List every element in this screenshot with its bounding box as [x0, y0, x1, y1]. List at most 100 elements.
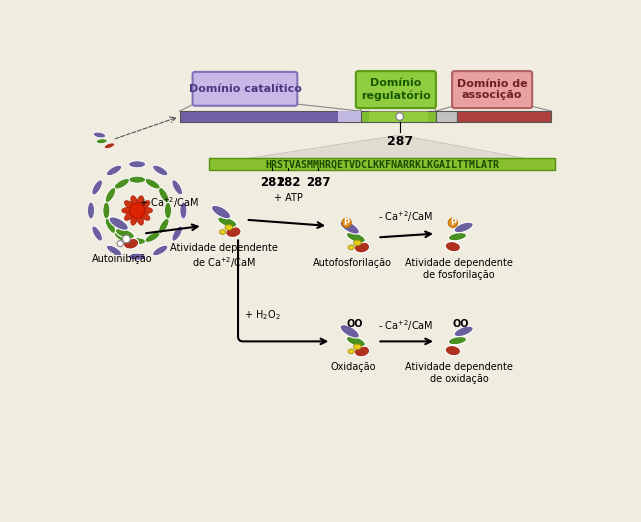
Ellipse shape: [103, 202, 110, 219]
Text: 282: 282: [276, 176, 301, 189]
Bar: [209, 158, 555, 171]
Ellipse shape: [220, 230, 226, 234]
Ellipse shape: [354, 344, 362, 349]
Ellipse shape: [124, 200, 135, 209]
Ellipse shape: [88, 202, 94, 219]
Bar: [338, 111, 362, 122]
Ellipse shape: [354, 346, 370, 357]
Circle shape: [342, 218, 351, 228]
Ellipse shape: [354, 240, 362, 245]
Ellipse shape: [131, 196, 138, 208]
Bar: [369, 111, 428, 122]
Ellipse shape: [137, 213, 144, 225]
Ellipse shape: [105, 187, 115, 203]
Ellipse shape: [340, 325, 360, 338]
Ellipse shape: [92, 226, 103, 241]
Ellipse shape: [122, 207, 134, 213]
Ellipse shape: [153, 165, 168, 176]
Text: Domínio catalítico: Domínio catalítico: [188, 84, 301, 94]
Ellipse shape: [140, 207, 153, 213]
Ellipse shape: [145, 232, 160, 242]
Ellipse shape: [180, 202, 187, 219]
Ellipse shape: [114, 232, 129, 242]
Text: Atividade dependente
de Ca$^{+2}$/CaM: Atividade dependente de Ca$^{+2}$/CaM: [171, 243, 278, 270]
Ellipse shape: [348, 245, 354, 250]
Circle shape: [129, 203, 145, 218]
Ellipse shape: [165, 202, 171, 219]
Text: Atividade dependente
de fosforilação: Atividade dependente de fosforilação: [405, 258, 513, 280]
Circle shape: [448, 218, 458, 228]
Ellipse shape: [225, 225, 233, 230]
Ellipse shape: [92, 180, 103, 195]
Text: Atividade dependente
de oxidação: Atividade dependente de oxidação: [405, 362, 513, 384]
Bar: [362, 111, 436, 122]
Ellipse shape: [445, 242, 460, 252]
Ellipse shape: [153, 245, 168, 256]
Ellipse shape: [445, 346, 460, 355]
Bar: [458, 111, 551, 122]
Ellipse shape: [115, 228, 135, 239]
Ellipse shape: [218, 217, 237, 227]
Ellipse shape: [129, 161, 146, 168]
Ellipse shape: [139, 211, 150, 220]
FancyBboxPatch shape: [192, 72, 297, 106]
Text: P: P: [450, 218, 456, 227]
Text: P: P: [344, 218, 350, 227]
Ellipse shape: [454, 222, 473, 233]
Ellipse shape: [346, 232, 365, 243]
Text: + ATP: + ATP: [274, 193, 303, 203]
Text: 287: 287: [387, 135, 413, 148]
Ellipse shape: [145, 179, 160, 189]
Ellipse shape: [139, 200, 150, 209]
Ellipse shape: [159, 218, 169, 233]
Ellipse shape: [94, 132, 106, 138]
Text: HRSTVASMMHRQETVDCLKKFNARRKLKGAILTTMLATR: HRSTVASMMHRQETVDCLKKFNARRKLKGAILTTMLATR: [265, 159, 499, 169]
Ellipse shape: [129, 176, 146, 183]
Ellipse shape: [172, 226, 183, 241]
FancyBboxPatch shape: [452, 71, 532, 108]
Ellipse shape: [172, 180, 183, 195]
Ellipse shape: [96, 139, 107, 144]
Bar: [179, 111, 362, 122]
Ellipse shape: [448, 232, 467, 241]
Ellipse shape: [212, 205, 231, 219]
Bar: [436, 111, 458, 122]
Circle shape: [117, 241, 123, 247]
Ellipse shape: [346, 336, 365, 347]
Circle shape: [122, 235, 130, 243]
Text: Domínio de
associção: Domínio de associção: [457, 79, 528, 100]
Text: Autofosforilação: Autofosforilação: [313, 258, 392, 268]
Circle shape: [396, 113, 404, 121]
Ellipse shape: [105, 218, 115, 233]
Ellipse shape: [104, 143, 115, 149]
Ellipse shape: [340, 221, 360, 234]
Text: Oxidação: Oxidação: [330, 362, 376, 372]
Ellipse shape: [137, 196, 144, 208]
Text: OO: OO: [346, 318, 363, 329]
Text: - Ca$^{+2}$/CaM: - Ca$^{+2}$/CaM: [378, 209, 433, 224]
Polygon shape: [209, 135, 557, 164]
Ellipse shape: [348, 349, 354, 354]
Ellipse shape: [106, 165, 122, 176]
Ellipse shape: [354, 242, 370, 253]
Ellipse shape: [159, 187, 169, 203]
Text: Domínio
regulatório: Domínio regulatório: [361, 78, 431, 101]
Text: - Ca$^{+2}$/CaM: - Ca$^{+2}$/CaM: [378, 318, 433, 333]
Ellipse shape: [129, 238, 146, 245]
Ellipse shape: [123, 238, 138, 249]
Ellipse shape: [124, 211, 135, 220]
Text: 281: 281: [260, 176, 284, 189]
Ellipse shape: [114, 179, 129, 189]
Text: Autoinibição: Autoinibição: [92, 254, 152, 264]
Ellipse shape: [131, 213, 138, 225]
Ellipse shape: [106, 245, 122, 256]
Ellipse shape: [454, 326, 473, 337]
Ellipse shape: [129, 253, 146, 260]
Text: OO: OO: [453, 318, 469, 329]
Text: + Ca$^{+2}$/CaM: + Ca$^{+2}$/CaM: [139, 196, 199, 210]
Text: 287: 287: [306, 176, 330, 189]
Text: + H$_2$O$_2$: + H$_2$O$_2$: [244, 309, 281, 322]
Ellipse shape: [226, 227, 241, 238]
Ellipse shape: [448, 337, 467, 345]
FancyBboxPatch shape: [356, 71, 436, 108]
